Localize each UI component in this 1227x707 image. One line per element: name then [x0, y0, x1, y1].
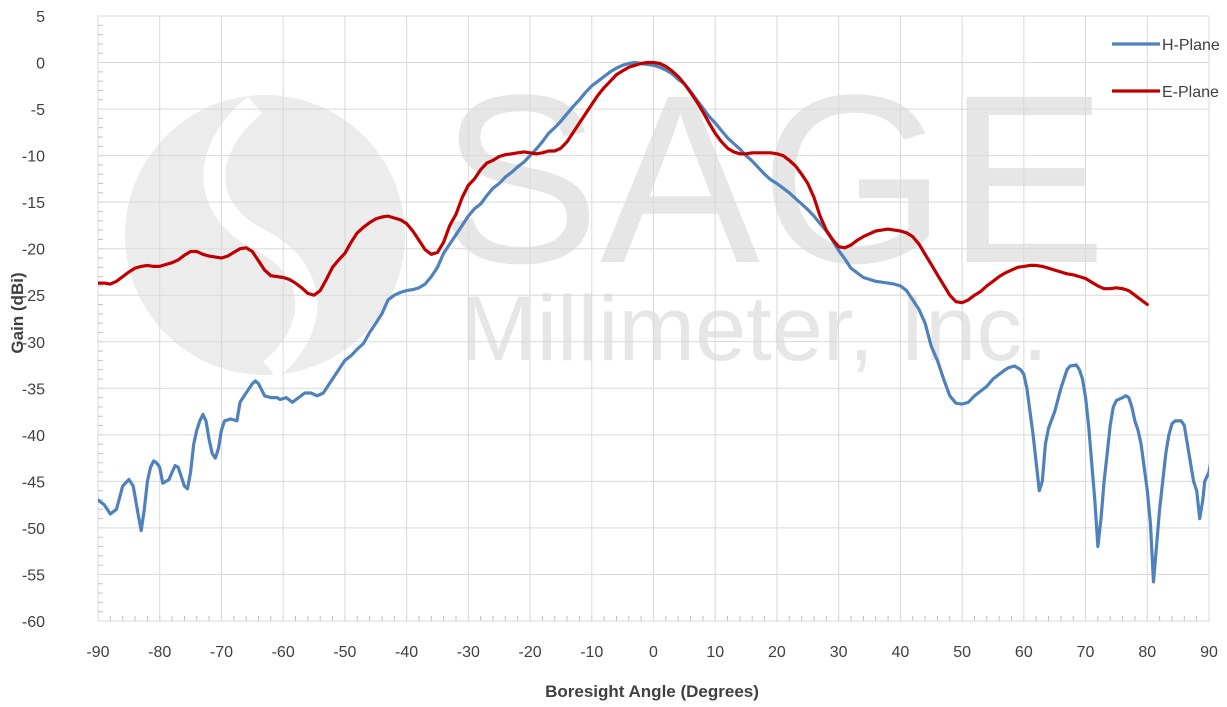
- y-tick-label: 0: [36, 56, 45, 73]
- chart-legend: H-Plane E-Plane: [1112, 37, 1220, 101]
- y-tick-label: -40: [22, 428, 45, 445]
- legend-label-e-plane: E-Plane: [1162, 84, 1219, 101]
- series-line-h-plane: [98, 60, 1209, 584]
- x-tick-label: 20: [768, 644, 786, 661]
- x-tick-label: -50: [333, 644, 356, 661]
- y-tick-label: -35: [22, 381, 45, 398]
- y-tick-label: -25: [22, 288, 45, 305]
- y-tick-label: -45: [22, 474, 45, 491]
- y-axis-title: Gain (dBi): [8, 272, 27, 353]
- x-tick-label: 40: [891, 644, 909, 661]
- plot-area-border: [97, 15, 1210, 622]
- x-axis-title: Boresight Angle (Degrees): [545, 682, 759, 701]
- watermark-logo-swirl: [203, 96, 318, 379]
- y-tick-label: -30: [22, 335, 45, 352]
- y-tick-label: -15: [22, 195, 45, 212]
- x-tick-label: 60: [1015, 644, 1033, 661]
- x-tick-label: 30: [830, 644, 848, 661]
- x-tick-label: -90: [86, 644, 109, 661]
- chart-series: [98, 60, 1209, 584]
- x-tick-label: -40: [395, 644, 418, 661]
- legend-label-h-plane: H-Plane: [1162, 37, 1220, 54]
- x-tick-label: -70: [210, 644, 233, 661]
- y-tick-label: -10: [22, 149, 45, 166]
- sage-watermark: SAGE Millimeter, Inc.: [125, 45, 1107, 380]
- x-tick-label: 10: [706, 644, 724, 661]
- x-tick-label: -10: [580, 644, 603, 661]
- watermark-company: Millimeter, Inc.: [460, 278, 1048, 380]
- x-tick-label: -80: [148, 644, 171, 661]
- y-tick-label: -55: [22, 567, 45, 584]
- x-tick-label: 50: [953, 644, 971, 661]
- y-tick-label: -20: [22, 242, 45, 259]
- x-tick-label: -20: [518, 644, 541, 661]
- x-tick-label: 80: [1138, 644, 1156, 661]
- x-tick-label: 70: [1077, 644, 1095, 661]
- chart-grid: [97, 15, 1210, 622]
- y-tick-label: 5: [36, 9, 45, 26]
- chart-tick-labels: 50-5-10-15-20-25-30-35-40-45-50-55-60-90…: [22, 9, 1218, 661]
- y-tick-label: -5: [31, 102, 45, 119]
- y-tick-label: -50: [22, 521, 45, 538]
- y-tick-label: -60: [22, 614, 45, 631]
- series-line-e-plane: [98, 60, 1149, 307]
- x-tick-label: 90: [1200, 644, 1218, 661]
- x-tick-label: 0: [649, 644, 658, 661]
- watermark-brand: SAGE: [440, 45, 1107, 313]
- x-tick-label: -30: [457, 644, 480, 661]
- x-tick-label: -60: [272, 644, 295, 661]
